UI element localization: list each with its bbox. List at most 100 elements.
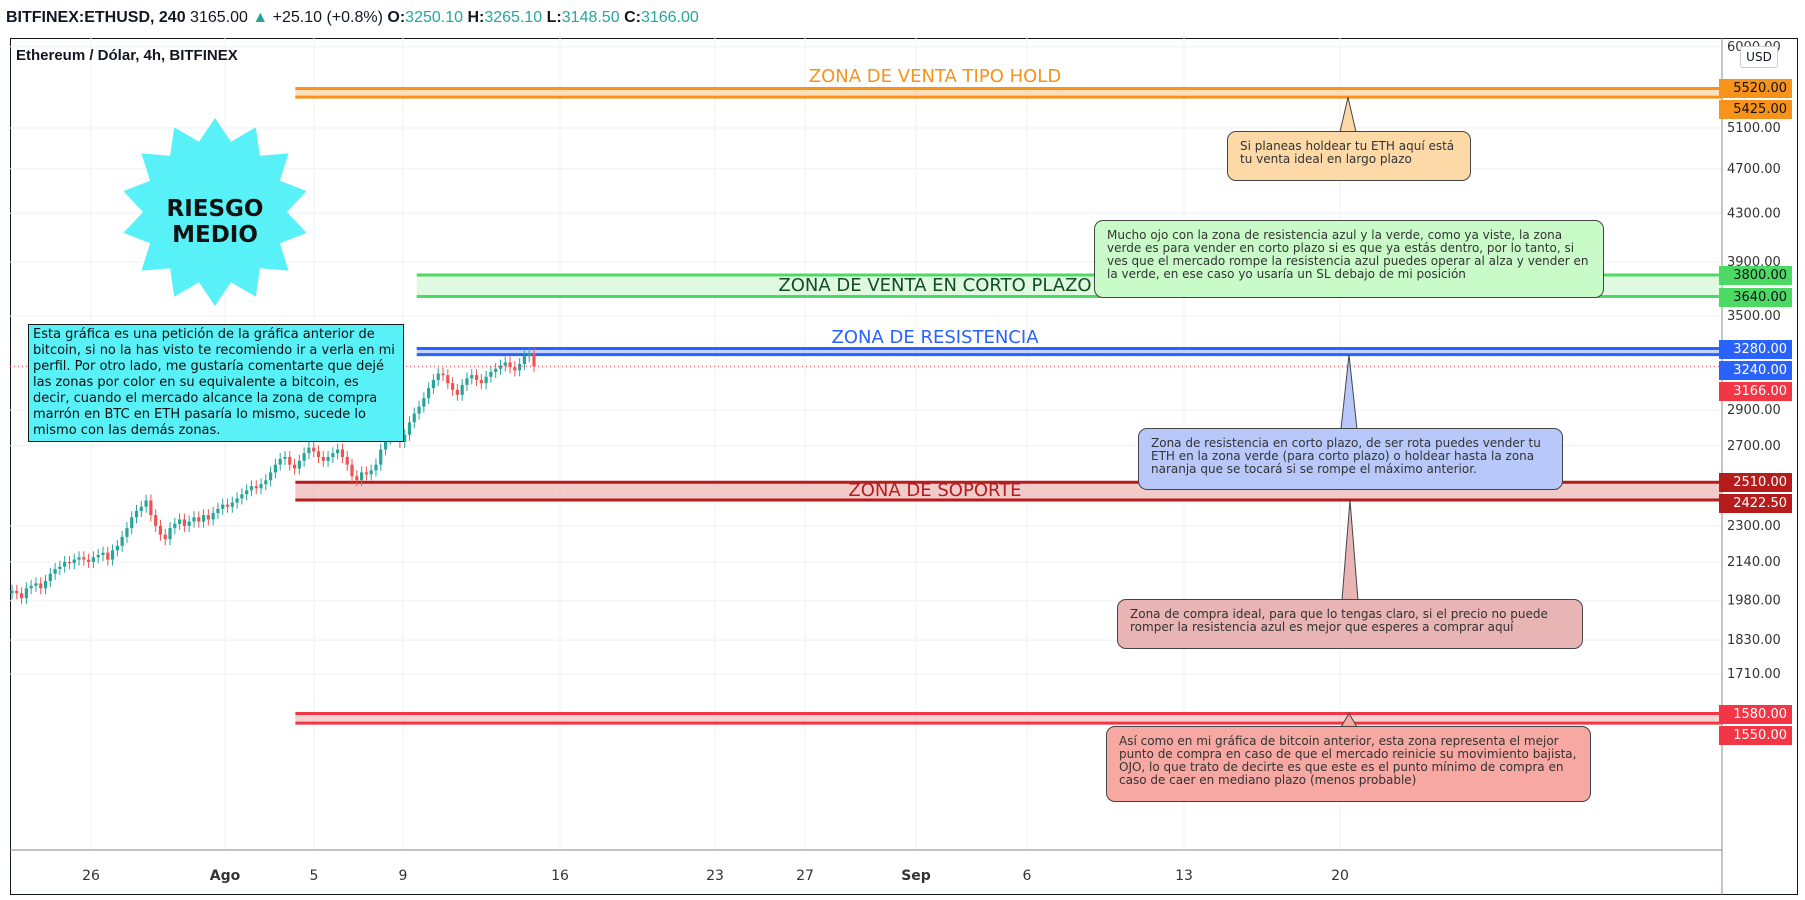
candle-body [508, 362, 512, 368]
candle-body [427, 388, 431, 399]
candle-body [48, 573, 52, 581]
explanation-note: Esta gráfica es una petición de la gráfi… [28, 324, 404, 442]
candle-body [532, 353, 536, 367]
x-tick-label: 26 [82, 868, 100, 884]
candle-body [39, 583, 43, 589]
candle-body [297, 460, 301, 469]
open-label: O: [387, 9, 406, 26]
zone-band [295, 713, 1722, 724]
candle-body [518, 364, 522, 371]
candle-body [321, 457, 325, 461]
candle-body [182, 519, 187, 526]
candle-body [312, 447, 316, 452]
candle-body [144, 500, 148, 507]
candle-body [264, 480, 268, 485]
y-tick-label: 1830.00 [1727, 633, 1781, 648]
candle-body [240, 494, 244, 499]
candle-body [302, 453, 306, 461]
price-axis-badge: 1580.00 [1719, 704, 1792, 724]
candle-body [53, 568, 57, 574]
y-tick-label: 4700.00 [1727, 162, 1781, 177]
candle-body [211, 513, 215, 520]
candle-body [379, 449, 383, 465]
x-tick-label: 23 [706, 868, 724, 884]
close-value: 3166.00 [640, 9, 699, 26]
x-tick-label: 6 [1023, 868, 1032, 884]
candle-body [364, 472, 368, 475]
risk-badge: RIESGO MEDIO [120, 112, 310, 312]
candle-body [331, 453, 335, 458]
candle-body [197, 517, 201, 522]
candle-body [125, 528, 129, 537]
callout-text: Zona de resistencia en corto plazo, de s… [1151, 436, 1541, 476]
candle-body [134, 510, 139, 518]
candle-body [278, 458, 282, 465]
candle-body [474, 375, 479, 380]
candle-body [489, 371, 493, 377]
annotation-callout: Zona de resistencia en corto plazo, de s… [1138, 428, 1563, 490]
candle-body [503, 362, 507, 366]
candle-body [350, 464, 354, 477]
callout-text: Mucho ojo con la zona de resistencia azu… [1107, 228, 1589, 281]
risk-badge-label: RIESGO MEDIO [166, 196, 264, 248]
y-tick-label: 2140.00 [1727, 555, 1781, 570]
currency-button[interactable]: USD [1740, 46, 1778, 68]
candle-body [336, 449, 340, 454]
zone-label: ZONA DE RESISTENCIA [831, 326, 1039, 348]
symbol-header: BITFINEX:ETHUSD, 240 3165.00 ▲ +25.10 (+… [0, 0, 1805, 36]
candle-body [498, 365, 503, 369]
price-axis-badge: 3800.00 [1719, 266, 1792, 286]
candle-body [446, 375, 450, 384]
candle-body [163, 534, 167, 540]
symbol-name: BITFINEX:ETHUSD, 240 [6, 9, 186, 26]
candle-body [254, 486, 258, 489]
candle-body [403, 434, 407, 443]
candle-body [479, 379, 483, 384]
candle-body [192, 517, 196, 522]
candle-body [522, 356, 527, 365]
candle-body [326, 457, 330, 461]
candle-body [201, 515, 206, 522]
x-tick-label: Sep [901, 868, 931, 884]
candle-body [63, 561, 67, 567]
candle-body [288, 457, 292, 465]
x-tick-label: 20 [1331, 868, 1349, 884]
price-axis-badge: 2510.00 [1719, 473, 1792, 493]
y-tick-label: 1710.00 [1727, 667, 1781, 682]
low-value: 3148.50 [561, 9, 620, 26]
price-axis-badge: 1550.00 [1719, 725, 1792, 745]
candle-body [178, 519, 182, 524]
candle-body [154, 515, 158, 526]
candle-body [283, 457, 287, 459]
last-price: 3165.00 [190, 9, 248, 26]
candle-body [120, 536, 124, 546]
candle-body [494, 368, 498, 372]
zone-band [295, 88, 1722, 98]
open-value: 3250.10 [405, 9, 464, 26]
candle-body [455, 389, 459, 395]
candle-body [450, 383, 455, 390]
candle-body [359, 472, 364, 481]
y-tick-label: 1980.00 [1727, 594, 1781, 609]
price-axis-badge: 3640.00 [1719, 287, 1792, 307]
candle-body [19, 593, 24, 599]
x-tick-label: 13 [1175, 868, 1193, 884]
low-label: L: [546, 9, 562, 26]
y-tick-label: 2700.00 [1727, 439, 1781, 454]
candle-body [149, 500, 153, 516]
candle-body [82, 557, 86, 560]
candle-body [87, 559, 91, 562]
candle-body [269, 472, 273, 481]
zone-label: ZONA DE SOPORTE [848, 480, 1022, 502]
candle-body [527, 353, 531, 357]
price-axis-badge: 2422.50 [1719, 494, 1792, 514]
y-tick-label: 2900.00 [1727, 403, 1781, 418]
candle-body [259, 484, 263, 489]
candle-body [465, 378, 469, 385]
callout-text: Zona de compra ideal, para que lo tengas… [1130, 607, 1548, 634]
candle-body [173, 523, 177, 529]
candle-body [417, 406, 421, 414]
price-axis-badge: 5520.00 [1719, 79, 1792, 99]
callout-text: Así como en mi gráfica de bitcoin anteri… [1119, 734, 1577, 787]
annotation-callout: Mucho ojo con la zona de resistencia azu… [1094, 220, 1604, 298]
